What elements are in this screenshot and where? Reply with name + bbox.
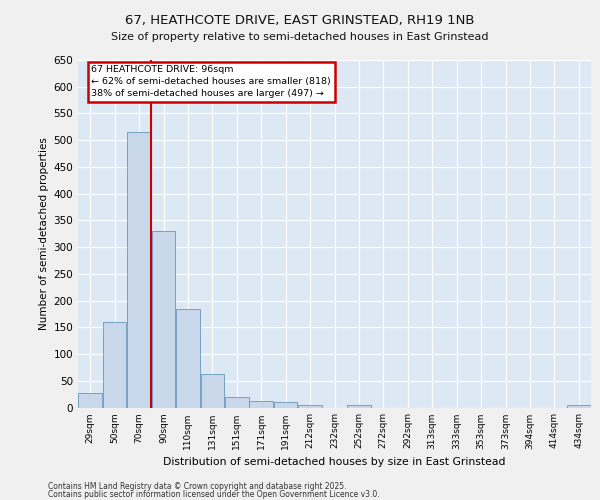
Text: Contains HM Land Registry data © Crown copyright and database right 2025.: Contains HM Land Registry data © Crown c… — [48, 482, 347, 491]
Bar — [79, 392, 102, 407]
Y-axis label: Number of semi-detached properties: Number of semi-detached properties — [39, 138, 49, 330]
Text: 67, HEATHCOTE DRIVE, EAST GRINSTEAD, RH19 1NB: 67, HEATHCOTE DRIVE, EAST GRINSTEAD, RH1… — [125, 14, 475, 27]
Text: 67 HEATHCOTE DRIVE: 96sqm
← 62% of semi-detached houses are smaller (818)
38% of: 67 HEATHCOTE DRIVE: 96sqm ← 62% of semi-… — [91, 66, 331, 98]
Bar — [298, 405, 322, 407]
Text: Contains public sector information licensed under the Open Government Licence v3: Contains public sector information licen… — [48, 490, 380, 499]
Bar — [250, 400, 273, 407]
Text: Size of property relative to semi-detached houses in East Grinstead: Size of property relative to semi-detach… — [111, 32, 489, 42]
Bar — [127, 132, 151, 407]
Bar — [176, 308, 200, 408]
Bar — [274, 402, 298, 407]
Bar — [347, 406, 371, 407]
Bar — [152, 231, 175, 408]
Bar — [567, 405, 590, 407]
Bar — [103, 322, 127, 408]
Bar — [225, 397, 248, 407]
Bar — [200, 374, 224, 408]
X-axis label: Distribution of semi-detached houses by size in East Grinstead: Distribution of semi-detached houses by … — [163, 457, 506, 467]
